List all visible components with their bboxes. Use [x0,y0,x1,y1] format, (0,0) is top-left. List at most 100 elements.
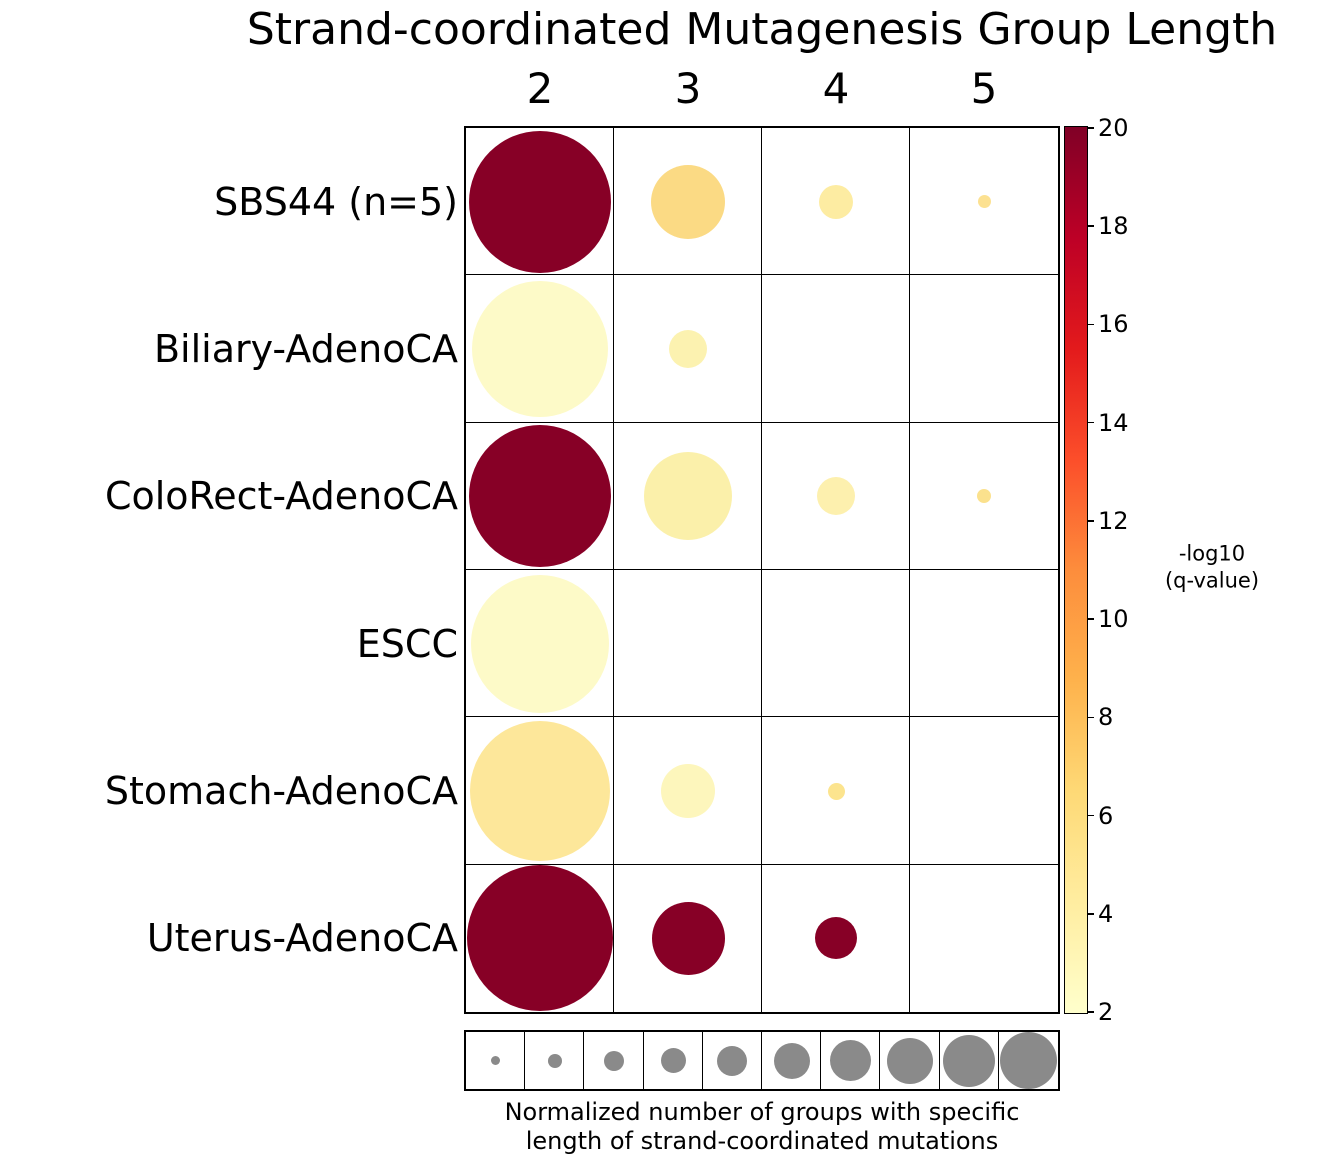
size-legend-circle [943,1034,996,1087]
size-legend-cell [644,1032,703,1089]
grid-cell [466,128,614,276]
colorbar-tick [1087,421,1094,424]
grid-cell [762,864,910,1012]
grid-cell [614,570,762,718]
size-legend-circle [773,1042,810,1079]
column-header: 5 [970,64,998,113]
colorbar-tick-label: 6 [1098,801,1114,830]
grid-cell [466,275,614,423]
grid-cell [762,570,910,718]
column-header: 4 [822,64,850,113]
grid-cell [614,422,762,570]
row-label: Biliary-AdenoCA [153,327,458,371]
size-legend-circle [999,1032,1057,1089]
colorbar-tick-label: 14 [1098,408,1129,437]
grid-cell [910,717,1058,865]
colorbar-tick [1087,127,1094,129]
bubble [469,130,611,273]
size-legend-caption-line1: Normalized number of groups with specifi… [504,1098,1020,1126]
grid-cell [910,275,1058,423]
colorbar [1064,126,1088,1014]
grid-cell [466,570,614,718]
colorbar-tick-label: 2 [1098,998,1114,1026]
row-label: Uterus-AdenoCA [146,916,458,961]
bubble [651,901,725,975]
colorbar-label: -log10 (q-value) [1165,541,1259,596]
grid-cell [614,717,762,865]
column-header: 2 [526,64,554,113]
grid-cell [614,128,762,276]
colorbar-tick-label: 18 [1098,212,1129,241]
row-label: SBS44 (n=5) [214,179,458,224]
bubble [669,330,707,368]
grid-cell [614,275,762,423]
colorbar-label-line1: -log10 [1178,541,1246,566]
size-legend-cell [880,1032,940,1089]
size-legend-circle [604,1050,624,1071]
bubble [827,782,845,800]
size-legend-cell [584,1032,644,1089]
size-legend-circle [830,1040,872,1081]
grid-cell [910,128,1058,276]
chart-title: Strand-coordinated Mutagenesis Group Len… [246,4,1278,55]
colorbar-tick [1087,814,1094,817]
size-legend-circle [717,1045,748,1076]
bubble [472,281,608,417]
grid-cell [762,275,910,423]
grid-cell [466,422,614,570]
bubble [815,917,857,960]
bubble [467,865,613,1012]
bubble [817,477,855,516]
grid-cell [466,717,614,865]
colorbar-tick-label: 8 [1098,703,1114,732]
bubble [977,195,991,209]
colorbar-label-line2: (q-value) [1164,569,1260,593]
grid-cell [910,865,1058,1012]
colorbar-tick [1087,225,1094,228]
bubble [469,425,611,568]
column-header: 3 [674,64,702,113]
bubble [977,489,991,504]
grid-cell [466,864,614,1012]
size-legend [464,1030,1060,1091]
colorbar-tick-label: 16 [1098,310,1129,339]
size-legend-cell [525,1032,585,1089]
grid-cell [762,128,910,276]
size-legend-caption-line2: length of strand-coordinated mutations [525,1127,999,1155]
row-label: ColoRect-AdenoCA [104,474,458,519]
colorbar-tick-label: 10 [1098,605,1129,634]
colorbar-tick-label: 20 [1098,114,1129,142]
grid-cell [910,570,1058,718]
size-legend-cell [466,1032,526,1089]
grid-cell [614,864,762,1012]
colorbar-tick [1087,323,1094,326]
bubble [651,164,725,239]
size-legend-circle [491,1056,501,1065]
colorbar-tick [1087,1011,1094,1013]
size-legend-cell [762,1032,822,1089]
grid-cell [910,423,1058,570]
size-legend-circle [887,1037,933,1084]
size-legend-circle [660,1048,686,1073]
colorbar-tick [1087,520,1094,522]
grid-cell [762,422,910,570]
row-label: ESCC [356,621,458,666]
colorbar-tick [1087,912,1094,915]
bubble-grid [464,126,1060,1014]
size-legend-cell [821,1032,881,1089]
colorbar-tick [1087,716,1094,719]
grid-cell [762,717,910,865]
row-label: Stomach-AdenoCA [104,769,458,813]
bubble [819,184,853,219]
bubble [470,721,610,861]
size-legend-circle [547,1053,562,1068]
bubble [644,452,732,541]
colorbar-tick-label: 12 [1098,506,1129,535]
colorbar-tick-label: 4 [1098,899,1114,928]
colorbar-tick [1087,618,1094,620]
size-legend-cell [940,1032,999,1089]
size-legend-cell [703,1032,762,1089]
bubble [661,764,715,818]
bubble [471,574,609,713]
